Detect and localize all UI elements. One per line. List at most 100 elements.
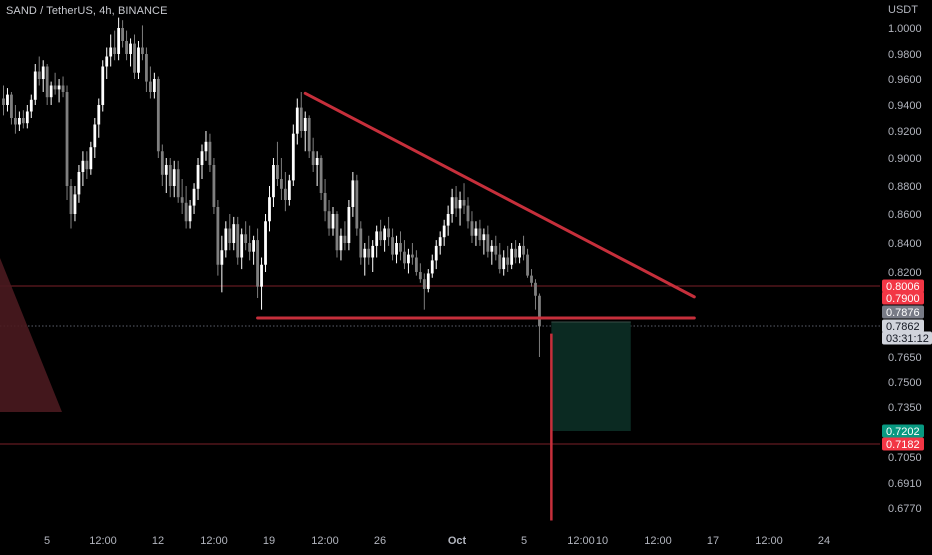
candle-body (105, 56, 109, 67)
x-tick-label: 12:00 (644, 535, 672, 547)
price-axis[interactable]: 1.0000 0.9800 0.9600 0.9400 0.9200 0.9000 0.88… (888, 23, 922, 515)
candle-body (518, 245, 521, 258)
y-tick-label: 0.9600 (888, 74, 922, 86)
candle-body (327, 211, 331, 229)
y-tick-label: 0.7650 (888, 352, 922, 364)
candle-body (367, 248, 371, 258)
candle-body (387, 228, 390, 238)
candle-body (335, 214, 339, 251)
candle-body (240, 234, 244, 258)
candle-body (121, 28, 124, 41)
candle-body (192, 188, 196, 206)
candle-body (248, 243, 252, 252)
y-tick-label: 0.9800 (888, 49, 922, 61)
candle-body (510, 248, 514, 265)
candle-body (446, 214, 450, 226)
price-badge (882, 305, 924, 319)
candle-body (276, 165, 279, 179)
candle-body (375, 231, 379, 246)
candle-body (45, 66, 49, 98)
candle-body (184, 202, 188, 222)
candle-body (395, 243, 398, 255)
candle-body (176, 169, 180, 198)
candle-body (10, 94, 13, 118)
candle-body (414, 257, 418, 272)
candle-body (434, 245, 438, 261)
price-badge-label: 0.7862 (886, 321, 920, 333)
x-tick-label: 12:00 (567, 535, 595, 547)
candle-body (422, 279, 426, 289)
left-shape (0, 258, 62, 412)
y-tick-label: 0.9400 (888, 100, 922, 112)
candle-body (57, 85, 61, 90)
candle-body (299, 107, 303, 131)
candle-body (228, 228, 232, 243)
candle-body (319, 158, 323, 193)
candle-body (470, 221, 474, 236)
y-tick-label: 0.7500 (888, 377, 922, 389)
candle-body (466, 205, 470, 222)
y-tick-label: 0.7350 (888, 402, 922, 414)
candle-body (180, 197, 184, 203)
x-tick-label: Oct (448, 535, 467, 547)
candle-body (109, 47, 113, 57)
candle-body (244, 234, 248, 243)
candles (2, 17, 541, 357)
candle-body (148, 81, 152, 92)
price-badges: 0.80060.79000.78760.786203:31:120.72020.… (882, 279, 932, 451)
candle-body (224, 228, 228, 251)
short-target-zone (551, 322, 631, 431)
candle-body (232, 224, 236, 243)
candle-body (339, 235, 343, 251)
candle-body (530, 275, 533, 283)
candle-body (113, 47, 117, 54)
candle-body (129, 43, 132, 54)
price-badge (882, 424, 924, 438)
candle-body (291, 133, 295, 181)
price-badge (882, 331, 932, 345)
candle-body (204, 141, 208, 152)
candle-body (280, 179, 283, 189)
candle-body (220, 250, 224, 265)
chart-title: SAND / TetherUS, 4h, BINANCE (6, 5, 168, 17)
candle-body (407, 254, 410, 264)
x-tick-label: 19 (263, 535, 275, 547)
candle-body (391, 237, 394, 255)
candle-body (133, 43, 136, 73)
candle-body (2, 98, 5, 105)
candle-body (534, 282, 537, 296)
candle-body (117, 28, 121, 54)
candle-body (347, 207, 351, 243)
candle-body (498, 254, 502, 270)
time-axis[interactable]: 5 12:00 12 12:00 19 12:00 26 Oct 5 12:00 10 12:00 17… (44, 535, 830, 547)
candle-body (236, 224, 240, 258)
x-tick-label: 12:00 (200, 535, 228, 547)
price-badge-label: 0.7182 (886, 439, 920, 451)
candle-body (315, 158, 319, 165)
candle-body (442, 225, 446, 238)
candle-body (200, 151, 204, 165)
price-badge-label: 0.7202 (886, 426, 920, 438)
descending-trendline (303, 91, 696, 299)
candle-body (25, 111, 29, 124)
candle-body (287, 180, 291, 200)
candle-body (37, 71, 41, 79)
candle-body (172, 169, 176, 186)
currency-label: USDT (888, 4, 918, 16)
candle-body (502, 257, 506, 270)
candle-body (295, 107, 299, 134)
candle-body (260, 264, 263, 287)
x-tick-label: 12 (152, 535, 164, 547)
drawing-shapes (0, 258, 631, 431)
candle-body (458, 200, 462, 209)
candle-body (363, 248, 367, 258)
y-tick-label: 0.8800 (888, 181, 922, 193)
candle-body (188, 205, 192, 222)
candle-body (403, 251, 406, 264)
x-tick-label: 5 (521, 535, 527, 547)
candle-body (21, 118, 25, 124)
candle-body (478, 228, 482, 241)
candle-body (418, 272, 422, 280)
